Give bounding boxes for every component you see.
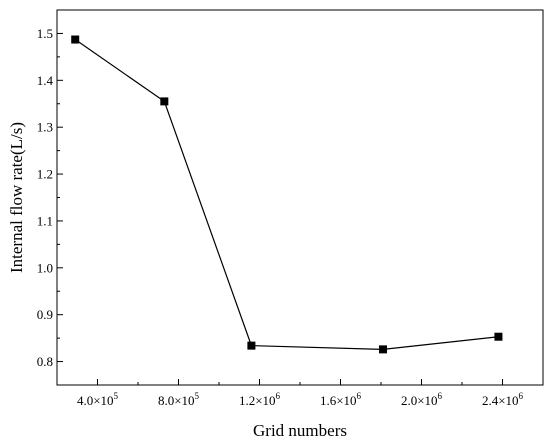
y-tick-label: 1.0: [37, 260, 53, 275]
data-point: [247, 341, 256, 350]
y-tick-label: 1.4: [37, 73, 54, 88]
x-tick-label-exponent: 6: [519, 391, 524, 401]
x-tick-label-exponent: 5: [195, 391, 200, 401]
y-tick-label: 1.1: [37, 213, 53, 228]
ticks-layer: 4.0×105 8.0×105 1.2×106 1.6×106 2.0×106 2.4×1…: [37, 26, 524, 408]
x-tick-label: 2.0×106: [401, 391, 443, 408]
x-tick-label: 8.0×105: [158, 391, 200, 408]
series-line: [74, 39, 499, 350]
x-tick-label-base: 2.0×10: [401, 393, 438, 408]
x-axis-title: Grid numbers: [253, 421, 347, 440]
x-tick-label: 1.2×106: [239, 391, 281, 408]
x-tick-label-base: 8.0×10: [158, 393, 195, 408]
y-axis-title: Internal flow rate(L/s): [7, 122, 26, 273]
x-tick-label-base: 1.6×10: [320, 393, 357, 408]
data-point: [379, 345, 388, 354]
y-tick-label: 1.5: [37, 26, 53, 41]
data-point: [494, 332, 503, 341]
x-tick-label: 4.0×105: [77, 391, 119, 408]
data-point: [160, 97, 169, 106]
x-tick-label-base: 2.4×10: [482, 393, 519, 408]
series-layer: [71, 35, 503, 354]
x-tick-label-exponent: 5: [114, 391, 119, 401]
plot-frame: [56, 9, 544, 386]
x-tick-label-exponent: 6: [438, 391, 443, 401]
y-tick-label: 0.9: [37, 307, 53, 322]
x-tick-label-base: 1.2×10: [239, 393, 276, 408]
y-tick-label: 1.3: [37, 120, 53, 135]
y-tick-label: 1.2: [37, 167, 53, 182]
x-tick-label-exponent: 6: [276, 391, 281, 401]
x-tick-label: 1.6×106: [320, 391, 362, 408]
data-point: [71, 35, 80, 44]
x-tick-label-base: 4.0×10: [77, 393, 114, 408]
x-tick-label-exponent: 6: [357, 391, 362, 401]
x-tick-label: 2.4×106: [482, 391, 524, 408]
y-tick-label: 0.8: [37, 354, 53, 369]
